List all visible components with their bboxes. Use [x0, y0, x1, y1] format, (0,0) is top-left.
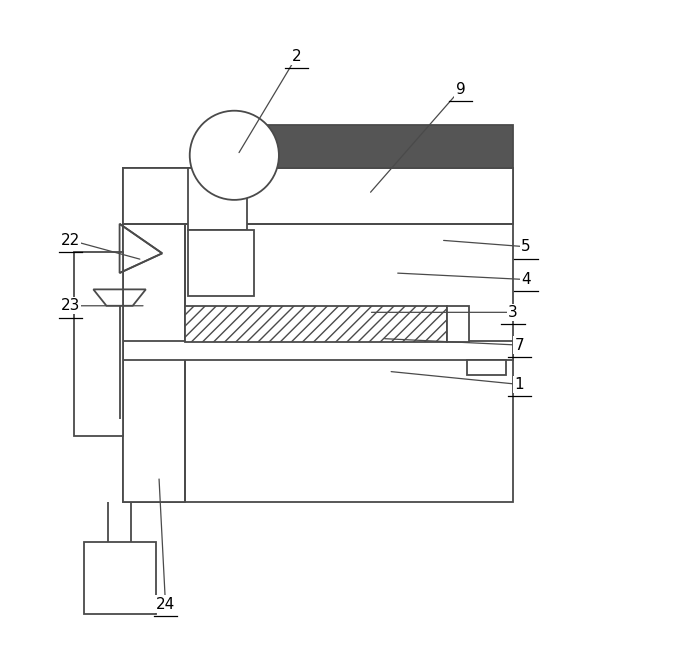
Bar — [188, 168, 247, 230]
Text: 22: 22 — [61, 232, 80, 248]
Text: 23: 23 — [61, 298, 80, 313]
Bar — [123, 168, 513, 224]
Bar — [244, 125, 513, 168]
Text: 4: 4 — [521, 272, 531, 287]
Bar — [467, 360, 506, 374]
Bar — [188, 230, 254, 296]
Text: 1: 1 — [514, 377, 524, 392]
Text: 5: 5 — [521, 239, 531, 254]
Bar — [74, 252, 123, 436]
Bar — [123, 168, 185, 503]
Text: 2: 2 — [292, 49, 301, 64]
Text: 24: 24 — [156, 596, 175, 612]
Text: 3: 3 — [508, 305, 518, 320]
Bar — [123, 341, 513, 360]
Bar — [185, 306, 447, 342]
Circle shape — [190, 111, 279, 200]
Text: 9: 9 — [456, 82, 465, 97]
Bar — [84, 542, 155, 614]
Bar — [447, 306, 469, 342]
Bar — [123, 168, 513, 503]
Text: 7: 7 — [514, 337, 524, 353]
